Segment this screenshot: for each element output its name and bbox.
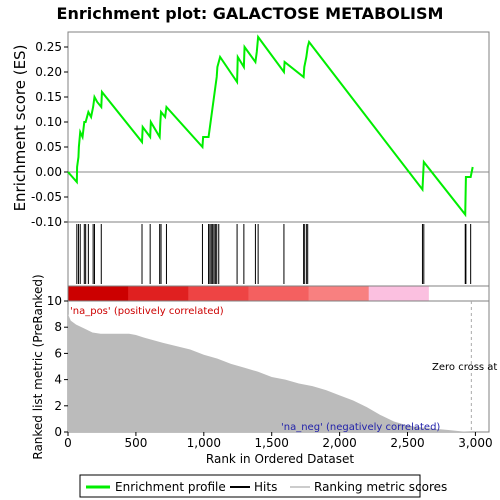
chart-title: Enrichment plot: GALACTOSE METABOLISM: [57, 4, 444, 23]
metric-x-tick-label: 2,000: [322, 436, 356, 450]
rank-color-bar: [68, 286, 490, 301]
metric-x-tick-label: 1,500: [255, 436, 289, 450]
metric-x-tick-label: 2,500: [390, 436, 424, 450]
positive-annotation: 'na_pos' (positively correlated): [70, 306, 224, 317]
metric-x-tick-label: 1,000: [187, 436, 221, 450]
zero-cross-annotation: Zero cross at 2970: [432, 362, 500, 373]
metric-y-tick-label: 8: [54, 320, 62, 334]
metric-y-tick-label: 0: [54, 425, 62, 439]
color-bar-segment: [128, 286, 189, 301]
color-bar-segment: [188, 286, 249, 301]
es-y-label: Enrichment score (ES): [11, 45, 29, 212]
enrichment-profile-line: [67, 34, 474, 218]
es-y-ticks: -0.10 -0.05 0.00 0.05 0.10 0.15 0.20 0.25: [31, 40, 68, 229]
color-bar-segment: [248, 286, 310, 301]
es-y-tick-label: 0.10: [35, 115, 62, 129]
metric-x-ticks: 0 500 1,000 1,500 2,000 2,500 3,000: [64, 432, 493, 450]
es-y-tick-label: 0.00: [35, 165, 62, 179]
es-y-tick-label: -0.05: [31, 190, 62, 204]
metric-y-ticks: 0 2 4 6 8 10: [47, 294, 68, 439]
es-y-tick-label: -0.10: [31, 215, 62, 229]
es-y-tick-label: 0.05: [35, 140, 62, 154]
es-y-tick-label: 0.15: [35, 90, 62, 104]
metric-x-tick-label: 3,000: [458, 436, 492, 450]
es-y-tick-label: 0.20: [35, 65, 62, 79]
metric-y-tick-label: 2: [54, 399, 62, 413]
metric-y-tick-label: 4: [54, 373, 62, 387]
metric-x-label: Rank in Ordered Dataset: [206, 452, 354, 466]
metric-y-tick-label: 6: [54, 346, 62, 360]
ranking-metric-area: [68, 314, 473, 432]
legend-hits-label: Hits: [254, 480, 277, 494]
negative-annotation: 'na_neg' (negatively correlated): [281, 422, 440, 433]
es-y-tick-label: 0.25: [35, 40, 62, 54]
metric-x-tick-label: 500: [124, 436, 147, 450]
legend-metric-label: Ranking metric scores: [314, 480, 447, 494]
hit-markers: [76, 224, 472, 284]
legend-enrichment-label: Enrichment profile: [115, 480, 226, 494]
metric-x-tick-label: 0: [64, 436, 72, 450]
color-bar-segment: [308, 286, 370, 301]
color-bar-segment: [428, 286, 490, 301]
metric-y-label: Ranked list metric (PreRanked): [31, 274, 45, 459]
color-bar-segment: [68, 286, 129, 301]
metric-y-tick-label: 10: [47, 294, 62, 308]
hits-panel-frame: [67, 221, 490, 287]
color-bar-segment: [368, 286, 430, 301]
